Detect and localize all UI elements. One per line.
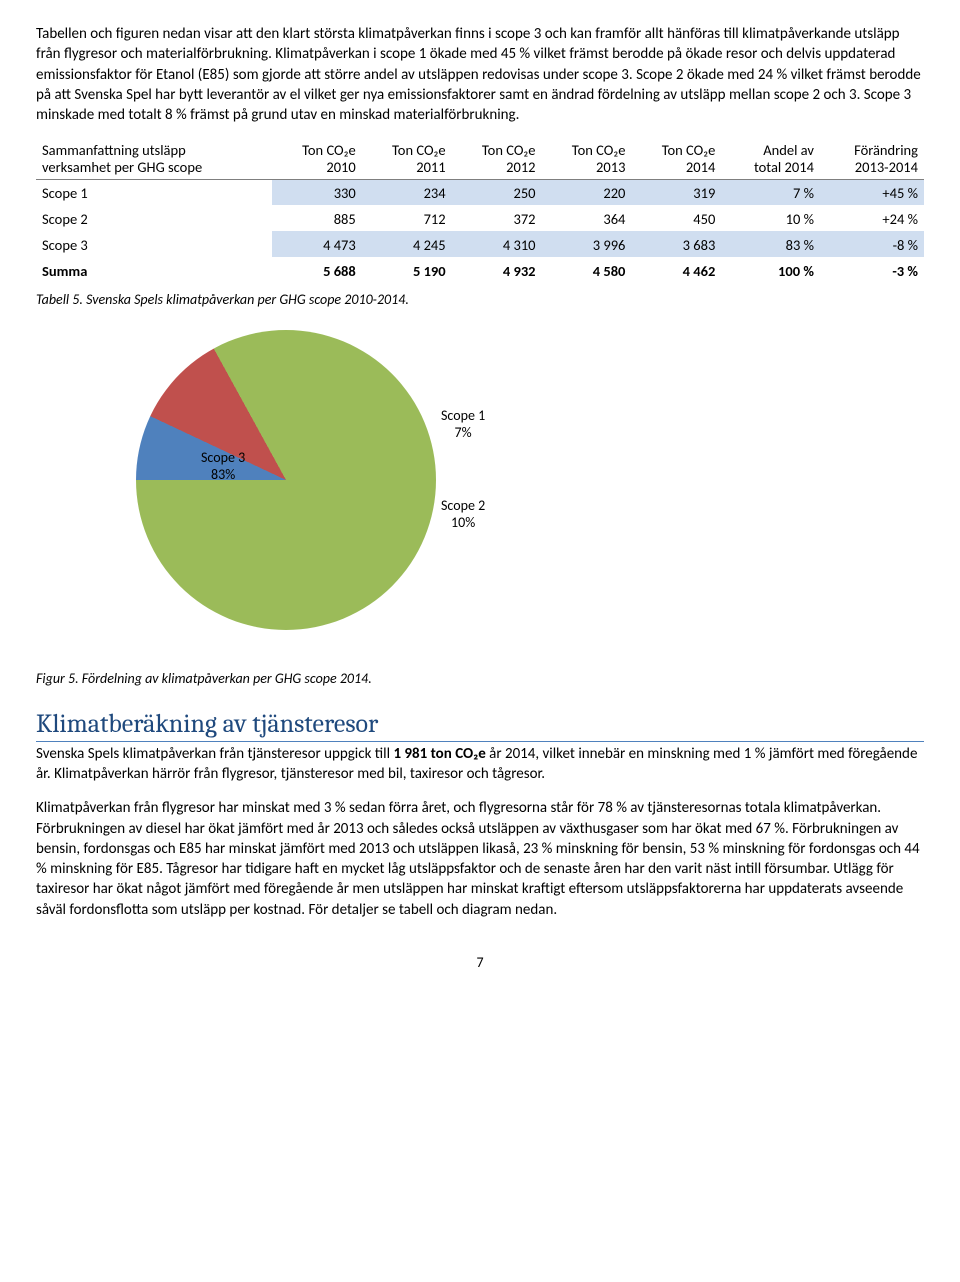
table-row: Scope 288571237236445010 %+24 % — [36, 205, 924, 231]
pie-label-scope1: Scope 17% — [441, 408, 485, 442]
col-lead: Sammanfattning utsläpp verksamhet per GH… — [36, 139, 272, 179]
ghg-scope-table: Sammanfattning utsläpp verksamhet per GH… — [36, 139, 924, 283]
pie-label-scope2: Scope 210% — [441, 498, 485, 532]
table-caption: Tabell 5. Svenska Spels klimatpåverkan p… — [36, 291, 924, 310]
intro-paragraph: Tabellen och figuren nedan visar att den… — [36, 24, 924, 125]
body-para-2: Klimatpåverkan från flygresor har minska… — [36, 798, 924, 920]
col-change: Förändring2013-2014 — [820, 139, 924, 179]
pie-label-scope3: Scope 383% — [201, 450, 245, 484]
table-row: Scope 34 4734 2454 3103 9963 68383 %-8 % — [36, 231, 924, 257]
col-2011: Ton CO₂e2011 — [362, 139, 452, 179]
col-2013: Ton CO₂e2013 — [542, 139, 632, 179]
page-number: 7 — [36, 954, 924, 971]
col-2010: Ton CO₂e2010 — [272, 139, 362, 179]
table-row: Summa5 6885 1904 9324 5804 462100 %-3 % — [36, 257, 924, 283]
section-heading: Klimatberäkning av tjänsteresor — [36, 709, 924, 742]
col-2014: Ton CO₂e2014 — [631, 139, 721, 179]
figure-caption: Figur 5. Fördelning av klimatpåverkan pe… — [36, 670, 924, 689]
col-share: Andel avtotal 2014 — [721, 139, 820, 179]
table-row: Scope 13302342502203197 %+45 % — [36, 179, 924, 205]
pie-chart: Scope 383% Scope 17% Scope 210% — [36, 330, 924, 660]
body-para-1: Svenska Spels klimatpåverkan från tjänst… — [36, 744, 924, 785]
col-2012: Ton CO₂e2012 — [452, 139, 542, 179]
